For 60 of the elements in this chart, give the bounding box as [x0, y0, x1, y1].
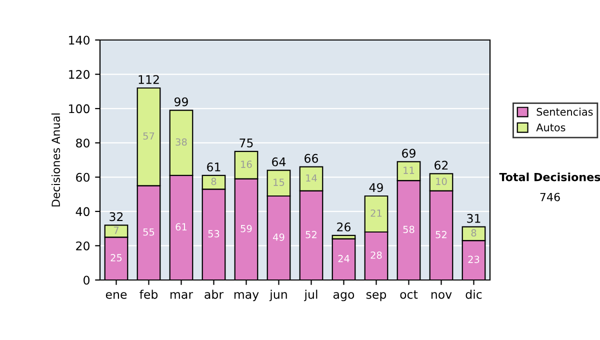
total-label: 66: [304, 154, 318, 163]
data-label: 11: [404, 166, 414, 174]
data-label: 52: [436, 230, 446, 238]
y-tick-label: 120: [69, 70, 90, 79]
legend-label: Sentencias: [536, 108, 593, 116]
total-label: 26: [337, 222, 351, 232]
x-tick-label: ene: [106, 292, 127, 299]
x-tick-label: oct: [400, 290, 418, 299]
total-label: 61: [207, 162, 220, 172]
data-label: 24: [338, 254, 350, 262]
data-label: 16: [241, 160, 252, 168]
data-label: 21: [370, 209, 382, 217]
x-tick-label: feb: [140, 290, 158, 299]
total-label: 32: [110, 212, 123, 222]
x-tick-label: nov: [431, 292, 452, 299]
data-label: 61: [176, 223, 187, 231]
text: Total Decisiones: [499, 172, 600, 182]
total-label: 62: [434, 160, 448, 170]
data-label: 8: [211, 178, 216, 186]
y-tick-label: 80: [76, 138, 90, 148]
total-label: 75: [240, 138, 253, 148]
x-tick-label: may: [234, 292, 259, 302]
x-tick-label: mar: [170, 292, 194, 299]
data-label: 25: [110, 254, 122, 262]
data-label: 55: [143, 228, 154, 236]
y-tick-label: 20: [76, 241, 90, 250]
total-label: 31: [467, 214, 480, 223]
data-label: 58: [403, 226, 414, 234]
total-label: 64: [272, 157, 286, 166]
x-tick-label: jun: [269, 290, 287, 302]
x-tick-label: sep: [366, 292, 386, 302]
x-tick-label: jul: [304, 290, 318, 302]
data-label: 53: [208, 230, 220, 238]
x-tick-label: dic: [466, 290, 482, 299]
data-label: 38: [176, 138, 187, 146]
data-label: 10: [436, 178, 447, 186]
legend-label: Autos: [536, 124, 566, 132]
data-label: 15: [274, 178, 284, 186]
data-label: 14: [306, 174, 317, 182]
data-label: 59: [240, 224, 252, 232]
y-tick-label: 60: [76, 172, 90, 182]
y-tick-label: 100: [69, 104, 90, 114]
data-label: 8: [471, 229, 476, 237]
data-label: 7: [114, 226, 119, 234]
y-tick-label: 0: [84, 276, 90, 285]
y-axis-title: Decisiones Anual: [51, 114, 60, 206]
data-label: 23: [468, 256, 480, 264]
y-tick-label: 140: [69, 36, 90, 45]
y-tick-label: 40: [76, 207, 90, 216]
total-label: 99: [174, 97, 188, 106]
x-tick-label: abr: [204, 290, 224, 299]
total-label: 69: [402, 148, 416, 158]
text: 746: [540, 192, 560, 202]
data-label: 52: [306, 230, 316, 238]
x-tick-label: ago: [333, 292, 354, 302]
total-label: 112: [138, 75, 159, 84]
total-label: 49: [369, 183, 383, 192]
data-label: 49: [273, 233, 284, 241]
data-label: 28: [370, 251, 382, 259]
data-label: 57: [143, 132, 154, 140]
